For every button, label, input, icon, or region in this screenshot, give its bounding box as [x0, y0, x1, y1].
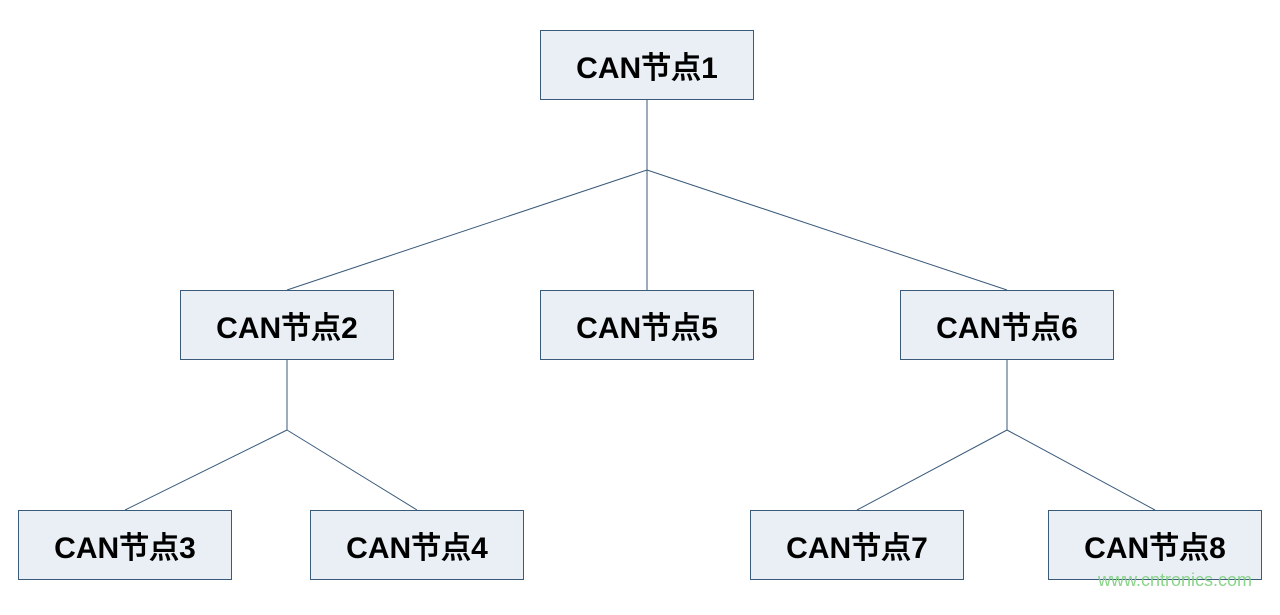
tree-node-n1: CAN节点1: [540, 30, 754, 100]
tree-node-label: CAN节点7: [786, 523, 928, 567]
watermark-text: www.cntronics.com: [1098, 570, 1252, 591]
tree-node-label: CAN节点6: [936, 303, 1078, 347]
tree-node-label: CAN节点3: [54, 523, 196, 567]
tree-node-n5: CAN节点5: [540, 290, 754, 360]
tree-node-n2: CAN节点2: [180, 290, 394, 360]
tree-node-label: CAN节点8: [1084, 523, 1226, 567]
tree-node-label: CAN节点5: [576, 303, 718, 347]
tree-node-n4: CAN节点4: [310, 510, 524, 580]
tree-node-label: CAN节点4: [346, 523, 488, 567]
tree-node-label: CAN节点2: [216, 303, 358, 347]
tree-node-label: CAN节点1: [576, 43, 718, 87]
tree-node-n6: CAN节点6: [900, 290, 1114, 360]
tree-node-n7: CAN节点7: [750, 510, 964, 580]
tree-node-n3: CAN节点3: [18, 510, 232, 580]
